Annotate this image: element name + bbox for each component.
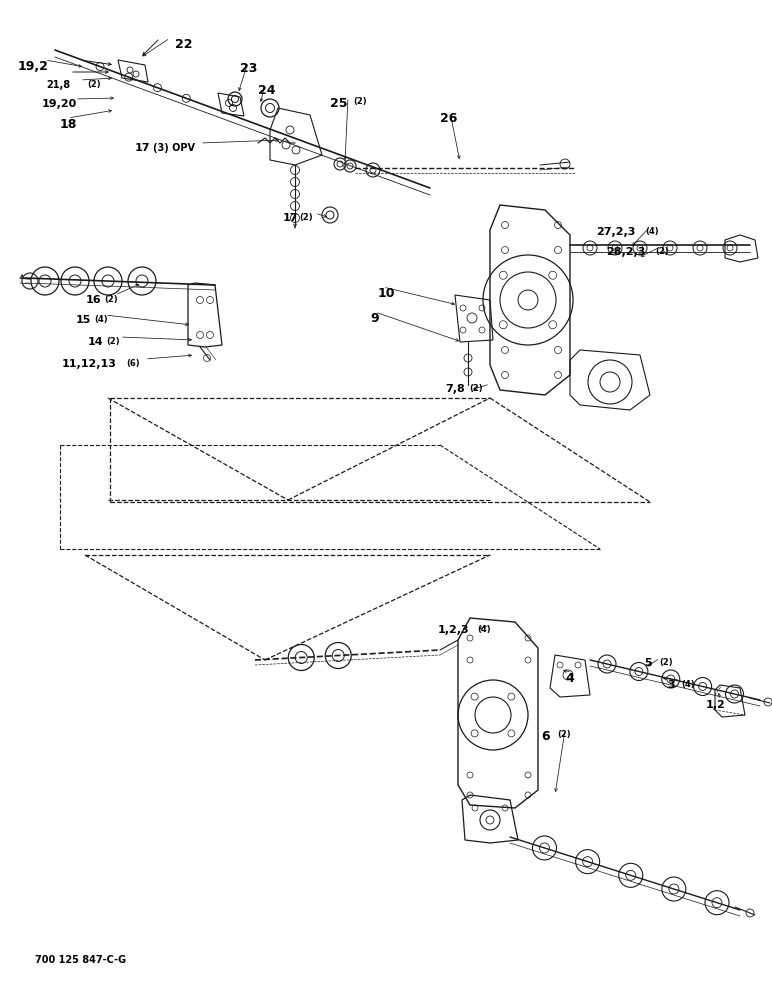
Text: 21,8: 21,8 <box>46 80 70 90</box>
Text: (2): (2) <box>469 384 482 393</box>
Text: 17: 17 <box>283 213 299 223</box>
Text: 24: 24 <box>258 84 276 97</box>
Text: 19,2: 19,2 <box>18 60 49 73</box>
Text: 1,2,3: 1,2,3 <box>438 625 469 635</box>
Text: 25: 25 <box>330 97 347 110</box>
Text: (4): (4) <box>645 227 659 236</box>
Text: 28,2,3: 28,2,3 <box>606 247 645 257</box>
Text: (4): (4) <box>477 625 491 634</box>
Text: 5: 5 <box>644 658 652 668</box>
Text: 700 125 847-C-G: 700 125 847-C-G <box>35 955 126 965</box>
Text: (2): (2) <box>353 97 367 106</box>
Text: 19,20: 19,20 <box>42 99 77 109</box>
Text: 11,12,13: 11,12,13 <box>62 359 117 369</box>
Text: 23: 23 <box>240 62 257 75</box>
Text: 3: 3 <box>667 680 675 690</box>
Text: 7,8: 7,8 <box>445 384 465 394</box>
Text: (6): (6) <box>126 359 140 368</box>
Text: (3) OPV: (3) OPV <box>153 143 195 153</box>
Text: 22: 22 <box>175 38 192 51</box>
Text: 15: 15 <box>76 315 91 325</box>
Text: 10: 10 <box>378 287 395 300</box>
Text: 26: 26 <box>440 112 457 125</box>
Text: 16: 16 <box>86 295 102 305</box>
Text: (2): (2) <box>104 295 117 304</box>
Text: (2): (2) <box>655 247 669 256</box>
Text: 27,2,3: 27,2,3 <box>596 227 635 237</box>
Text: (2): (2) <box>299 213 313 222</box>
Text: (2): (2) <box>87 80 100 89</box>
Text: 9: 9 <box>370 312 378 325</box>
Text: (2): (2) <box>106 337 120 346</box>
Text: 17: 17 <box>135 143 151 153</box>
Text: (2): (2) <box>557 730 571 739</box>
Text: (2): (2) <box>659 658 672 667</box>
Text: (4): (4) <box>681 680 695 689</box>
Text: (4): (4) <box>94 315 107 324</box>
Text: 6: 6 <box>541 730 550 743</box>
Text: 14: 14 <box>88 337 103 347</box>
Text: 1,2: 1,2 <box>706 700 726 710</box>
Text: 4: 4 <box>565 672 574 685</box>
Text: 18: 18 <box>60 118 77 131</box>
